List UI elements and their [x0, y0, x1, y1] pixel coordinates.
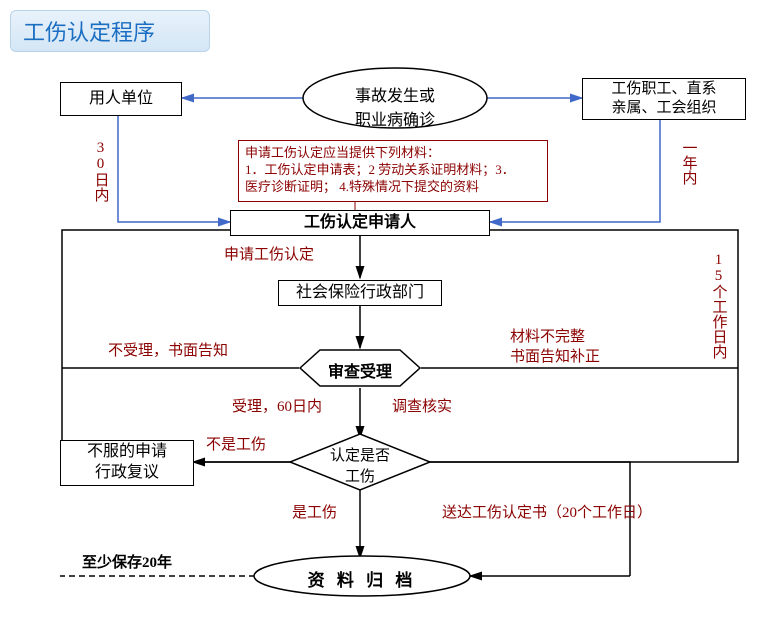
label-15days: 15个工作日内: [708, 252, 728, 359]
label-incomplete: 材料不完整 书面告知补正: [510, 328, 600, 367]
node-dept: 社会保险行政部门: [278, 280, 442, 306]
label-apply: 申请工伤认定: [224, 246, 314, 266]
node-appeal: 不服的申请 行政复议: [60, 440, 194, 486]
label-notinjury: 不是工伤: [206, 436, 266, 456]
node-incident: 事故发生或 职业病确诊: [320, 82, 470, 130]
node-materials: 申请工伤认定应当提供下列材料： 1．工伤认定申请表；2 劳动关系证明材料；3． …: [238, 140, 548, 202]
label-deliver: 送达工伤认定书（20个工作日）: [442, 504, 682, 524]
node-judge: 认定是否 工伤: [312, 444, 408, 486]
node-review: 审查受理: [320, 358, 400, 382]
label-keep20: 至少保存20年: [82, 554, 172, 574]
label-1year: 一年内: [678, 140, 698, 185]
node-applicant: 工伤认定申请人: [230, 210, 490, 236]
label-investigate: 调查核实: [392, 398, 452, 418]
label-accept: 受理，60日内: [232, 398, 322, 418]
node-family: 工伤职工、直系 亲属、工会组织: [582, 78, 746, 120]
label-30days: 30日内: [90, 140, 110, 202]
node-employer: 用人单位: [60, 82, 182, 116]
node-archive: 资 料 归 档: [290, 566, 434, 591]
label-reject: 不受理，书面告知: [108, 342, 228, 362]
label-isinjury: 是工伤: [292, 504, 337, 524]
